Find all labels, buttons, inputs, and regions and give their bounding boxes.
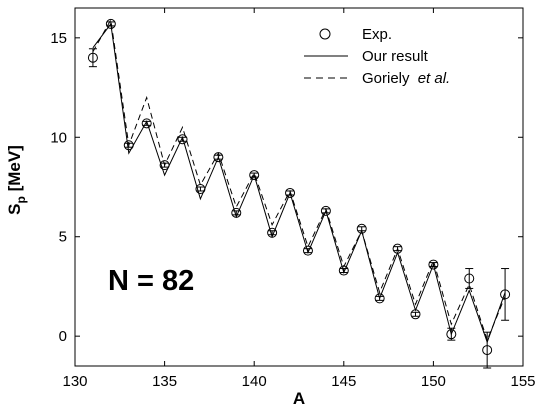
legend-exp-marker	[319, 28, 331, 40]
y-tick-label-1: 5	[59, 229, 67, 246]
series-solid-line	[92, 22, 506, 344]
exp-point-23	[500, 289, 511, 300]
exp-point-11	[285, 187, 296, 198]
data-marks	[87, 18, 511, 369]
y-axis-label-unit: [MeV]	[5, 145, 24, 196]
exp-point-8	[231, 207, 242, 218]
exp-point-1	[105, 18, 116, 29]
y-tick-label-2: 10	[50, 129, 67, 146]
x-tick-label-5: 155	[510, 373, 535, 390]
series-dashed-line	[92, 18, 506, 342]
exp-point-15	[356, 223, 367, 234]
x-tick-label-4: 150	[421, 373, 446, 390]
exp-point-21	[464, 273, 475, 284]
exp-point-14	[338, 265, 349, 276]
legend-dashed-label: Goriely et al.	[362, 70, 450, 87]
y-tick-label-0: 0	[59, 328, 67, 345]
svg-text:Sp [MeV]: Sp [MeV]	[5, 145, 28, 215]
exp-point-18	[410, 309, 421, 320]
y-axis-label-main: S	[5, 204, 24, 215]
legend-exp-label: Exp.	[362, 26, 392, 43]
legend-dashed-author: Goriely	[362, 70, 414, 87]
exp-point-12	[302, 245, 313, 256]
x-tick-label-0: 130	[62, 373, 87, 390]
exp-point-19	[428, 259, 439, 270]
x-tick-label-2: 140	[242, 373, 267, 390]
plot-area	[74, 7, 524, 367]
plot-frame	[74, 7, 524, 367]
x-tick-label-1: 135	[152, 373, 177, 390]
exp-point-16	[374, 293, 385, 304]
exp-point-17	[392, 243, 403, 254]
legend-dashed-etal: et al.	[418, 70, 451, 87]
exp-point-4	[159, 160, 170, 171]
y-axis-label: Sp [MeV]	[5, 145, 28, 215]
exp-point-20	[446, 329, 457, 340]
exp-point-0	[87, 52, 98, 63]
nucleus-annotation: N = 82	[108, 265, 194, 297]
x-axis-label: A	[293, 389, 305, 408]
exp-point-7	[213, 152, 224, 163]
exp-point-10	[267, 227, 278, 238]
y-tick-label-3: 15	[50, 30, 67, 47]
x-tick-label-3: 145	[331, 373, 356, 390]
legend-solid-label: Our result	[362, 48, 429, 65]
exp-point-6	[195, 183, 206, 194]
axes: 130 135 140 145 150 155 0 5 10 15	[50, 8, 536, 390]
exp-point-13	[320, 205, 331, 216]
exp-point-5	[177, 134, 188, 145]
legend: Exp. Our result Goriely et al.	[304, 26, 450, 87]
exp-point-2	[123, 140, 134, 151]
exp-point-22	[482, 345, 493, 356]
exp-point-3	[141, 118, 152, 129]
y-axis-label-subscript: p	[14, 196, 28, 203]
exp-point-9	[249, 170, 260, 181]
